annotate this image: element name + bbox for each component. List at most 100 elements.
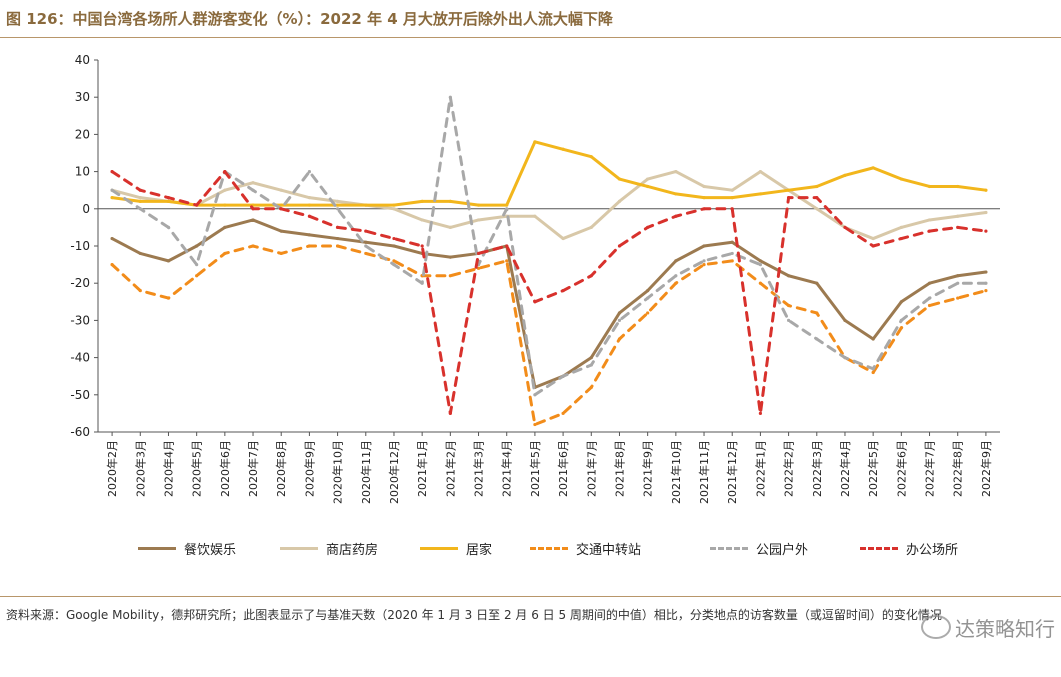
legend-swatch xyxy=(710,546,748,550)
series-0-point xyxy=(195,244,199,248)
series-3-point xyxy=(589,385,593,389)
series-3-point xyxy=(533,422,537,427)
series-5-point xyxy=(702,207,706,211)
series-0-point xyxy=(674,259,678,263)
series-line-5 xyxy=(110,170,988,415)
series-5-point xyxy=(646,225,650,229)
x-tick-label: 2020年10月 xyxy=(331,440,345,504)
x-tick-label: 2021年8月 xyxy=(612,440,626,497)
series-5-point xyxy=(166,196,171,200)
series-2-point xyxy=(392,203,396,207)
x-tick-label: 2021年2月 xyxy=(443,440,457,497)
series-4-point xyxy=(364,244,368,248)
series-0-point xyxy=(702,244,706,248)
series-5-point xyxy=(335,225,340,229)
series-3-point xyxy=(815,311,819,315)
series-2-point xyxy=(223,203,227,207)
series-1-point xyxy=(927,218,932,222)
x-tick-label: 2020年9月 xyxy=(302,440,316,497)
series-5-point xyxy=(251,207,255,211)
series-5-point xyxy=(561,289,565,293)
x-tick-label: 2020年12月 xyxy=(387,440,401,504)
series-0-point xyxy=(786,274,791,278)
series-4-point xyxy=(195,263,199,267)
series-4-point xyxy=(899,318,903,322)
series-0-point xyxy=(871,337,875,341)
series-1-point xyxy=(223,188,227,192)
series-5-point xyxy=(307,214,312,218)
series-1-point xyxy=(251,181,255,185)
x-tick-label: 2020年11月 xyxy=(359,440,373,504)
legend-label: 公园户外 xyxy=(756,542,809,558)
series-4-point xyxy=(420,281,424,285)
series-1-point xyxy=(899,225,903,229)
series-4-point xyxy=(505,207,509,211)
series-3-point xyxy=(476,266,481,270)
series-0-point xyxy=(956,274,960,278)
series-4-point xyxy=(786,318,791,322)
series-2-point xyxy=(899,177,903,181)
series-0-point xyxy=(307,233,312,237)
legend-swatch xyxy=(420,546,458,550)
figure-title: 图 126：中国台湾各场所人群游客变化（%）：2022 年 4 月大放开后除外出… xyxy=(6,10,613,28)
series-5-point xyxy=(420,244,424,248)
series-0-point xyxy=(927,281,932,285)
series-5-point xyxy=(533,300,537,304)
series-3-point xyxy=(786,303,791,308)
series-2-point xyxy=(786,188,791,192)
series-3-point xyxy=(279,251,283,256)
y-tick-label: 10 xyxy=(75,165,90,179)
series-5-point xyxy=(984,229,988,233)
series-5-point xyxy=(674,214,678,218)
legend-item-1: 商店药房 xyxy=(280,536,378,560)
series-2-point xyxy=(307,203,312,207)
legend-swatch xyxy=(860,546,898,550)
series-3-point xyxy=(448,274,452,278)
series-3-point xyxy=(335,244,340,248)
series-2-point xyxy=(843,173,847,177)
series-1-point xyxy=(871,236,875,241)
series-1-point xyxy=(476,218,481,222)
series-5-point xyxy=(899,236,903,241)
chart-legend: 餐饮娱乐 商店药房 居家 交通中转站 公园户外 办公场所 xyxy=(0,536,1061,560)
series-0-point xyxy=(984,270,988,274)
series-3-point xyxy=(307,244,312,248)
series-0-point xyxy=(448,255,452,259)
series-0-point xyxy=(279,229,283,233)
series-2-point xyxy=(674,192,678,196)
series-4-point xyxy=(702,259,706,263)
series-2-point xyxy=(871,166,875,170)
series-1-point xyxy=(617,199,622,203)
x-tick-label: 2021年9月 xyxy=(641,440,655,497)
series-3-point xyxy=(561,411,565,415)
x-tick-label: 2022年8月 xyxy=(951,440,965,497)
series-5-point xyxy=(476,251,481,256)
series-5-point xyxy=(815,196,819,200)
x-tick-label: 2020年8月 xyxy=(274,440,288,497)
legend-swatch xyxy=(138,546,176,550)
series-0-point xyxy=(815,281,819,285)
series-0-point xyxy=(589,356,593,360)
series-1-point xyxy=(646,177,650,181)
series-4-point xyxy=(335,207,340,211)
series-2-point xyxy=(138,199,142,203)
wechat-icon xyxy=(921,615,951,639)
x-tick-label: 2021年12月 xyxy=(725,440,739,504)
series-5-point xyxy=(195,203,199,207)
series-1-point xyxy=(138,196,142,200)
y-tick-label: 40 xyxy=(75,53,90,67)
series-3-point xyxy=(871,370,875,375)
y-tick-label: -60 xyxy=(70,425,90,439)
series-line-3 xyxy=(110,244,988,427)
x-tick-label: 2020年3月 xyxy=(133,440,147,497)
x-tick-label: 2021年7月 xyxy=(584,440,598,497)
x-tick-label: 2020年4月 xyxy=(161,440,175,497)
series-4-point xyxy=(956,281,960,285)
series-2-point xyxy=(815,184,819,189)
series-1-point xyxy=(448,225,452,229)
series-line-2 xyxy=(110,140,988,207)
series-3-point xyxy=(674,281,678,285)
series-2-point xyxy=(110,196,114,200)
series-2-point xyxy=(646,184,650,189)
series-2-point xyxy=(448,199,452,203)
